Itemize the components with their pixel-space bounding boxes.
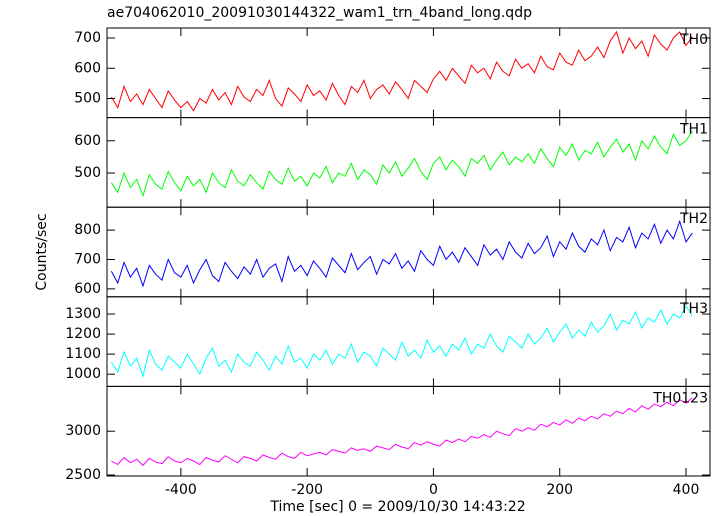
y-tick-label: 500	[74, 91, 101, 107]
data-line	[110, 219, 693, 288]
series-label: TH0123	[652, 390, 708, 406]
chart-title: ae704062010_20091030144322_wam1_trn_4ban…	[107, 5, 532, 21]
y-tick-label: 700	[74, 30, 101, 46]
y-tick-label: 600	[74, 133, 101, 149]
x-tick-label: -400	[165, 482, 197, 498]
series-label: TH3	[679, 301, 708, 317]
y-tick-label: 1100	[65, 346, 101, 362]
x-tick-label: 400	[673, 482, 700, 498]
y-tick-label: 700	[74, 251, 101, 267]
y-tick-label: 800	[74, 222, 101, 238]
panel-frame	[106, 296, 711, 387]
panel-frame	[106, 385, 711, 477]
y-tick-label: 1200	[65, 326, 101, 342]
y-tick-label: 600	[74, 281, 101, 297]
data-line	[110, 305, 693, 378]
y-axis-label: Counts/sec	[34, 213, 50, 290]
y-tick-label: 500	[74, 165, 101, 181]
panel-frame	[106, 206, 711, 298]
x-tick-label: -200	[291, 482, 323, 498]
panel-frame	[106, 117, 711, 208]
y-tick-label: 600	[74, 60, 101, 76]
x-tick-label: 0	[429, 482, 438, 498]
data-line	[111, 130, 693, 198]
y-tick-label: 3000	[65, 423, 101, 439]
series-label: TH2	[679, 211, 708, 227]
x-axis-label: Time [sec] 0 = 2009/10/30 14:43:22	[269, 499, 525, 515]
series-label: TH0	[679, 32, 708, 48]
data-line	[111, 397, 693, 467]
series-label: TH1	[679, 122, 708, 138]
y-tick-label: 2500	[65, 467, 101, 483]
y-tick-label: 1000	[65, 366, 101, 382]
y-tick-label: 1300	[65, 306, 101, 322]
data-line	[110, 30, 693, 112]
x-tick-label: 200	[546, 482, 573, 498]
